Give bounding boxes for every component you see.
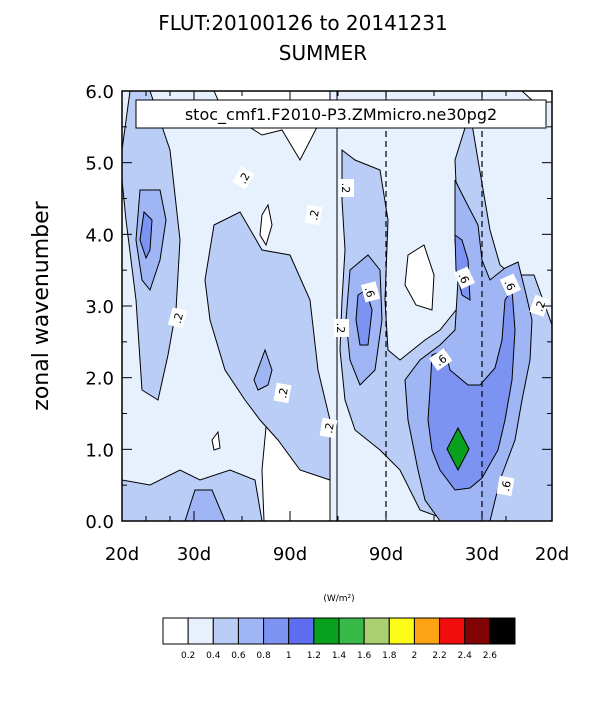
colorbar-swatch: [439, 617, 466, 645]
colorbar-tick-label: 1.4: [332, 651, 347, 661]
colorbar-swatch: [212, 617, 239, 645]
contour-label-6: .2: [319, 417, 338, 439]
colorbar-swatch: [237, 617, 265, 645]
colorbar-tick-label: 2.4: [458, 651, 473, 661]
colorbar-swatch: [363, 617, 390, 645]
contour-label-text: .2: [171, 311, 186, 325]
colorbar-unit-label: (W/m²): [323, 594, 354, 604]
y-tick-label: 6.0: [85, 82, 114, 103]
colorbar-tick-label: 1.2: [307, 651, 321, 661]
colorbar-tick-label: 2.2: [432, 651, 446, 661]
contour-label-4: .2: [273, 382, 292, 404]
chart-title: FLUT:20100126 to 20141231: [158, 11, 447, 35]
colorbar-tick-label: 0.4: [206, 651, 221, 661]
plot-area: .2 .2 .2 .2 .2 .2 .2 .6 .6 .6 .6 .6 .2: [121, 90, 553, 522]
contour-region-19: [427, 288, 516, 491]
colorbar-tick-label: 1.8: [382, 651, 397, 661]
colorbar-tick-label: 2.6: [483, 651, 498, 661]
y-tick-label: 4.0: [85, 225, 114, 246]
x-tick-label: 30d: [465, 544, 499, 565]
colorbar-swatch: [489, 617, 516, 645]
colorbar-swatch: [288, 617, 315, 645]
contour-label-text: .6: [455, 271, 471, 286]
x-tick-label: 90d: [369, 544, 403, 565]
colorbar-swatch: [413, 617, 441, 645]
colorbar-tick-label: 0.6: [231, 651, 246, 661]
y-tick-label: 3.0: [85, 297, 114, 318]
colorbar-tick-label: 1.6: [357, 651, 372, 661]
contour-label-text: .2: [334, 323, 347, 334]
colorbar-tick-label: 0.2: [181, 651, 195, 661]
contour-labels: .2 .2 .2 .2 .2 .2 .2 .6 .6 .6 .6 .6 .2: [167, 166, 550, 497]
colorbar-swatch: [388, 617, 415, 645]
y-tick-labels: 0.0 1.0 2.0 3.0 4.0 5.0 6.0: [85, 82, 114, 533]
y-tick-label: 5.0: [85, 154, 114, 175]
contour-region-8: [204, 211, 331, 481]
contour-region-5: [521, 91, 552, 103]
contour-region-12: [253, 348, 273, 391]
contour-label-13: .2: [529, 294, 550, 317]
x-tick-label: 30d: [177, 544, 211, 565]
contour-region-9: [122, 469, 263, 521]
contour-region-6: [211, 430, 221, 451]
contour-label-9: .6: [360, 281, 381, 303]
colorbar-swatch: [162, 617, 189, 645]
contour-label-text: .6: [499, 480, 514, 493]
contour-label-12: .6: [496, 475, 515, 497]
contour-label-11: .6: [499, 273, 522, 297]
contour-label-5: .2: [334, 319, 349, 337]
colorbar-swatch: [464, 617, 491, 645]
contour-label-3: .2: [339, 179, 354, 197]
x-tick-labels: 20d 30d 90d 90d 30d 20d: [105, 544, 569, 565]
contour-label-10: .6: [429, 348, 453, 371]
colorbar-swatch: [338, 617, 365, 645]
contour-region-16: [139, 210, 153, 260]
colorbar-swatch: [263, 617, 290, 645]
reference-lines: [336, 91, 483, 521]
y-tick-label: 1.0: [85, 440, 114, 461]
contour-label-1: .2: [232, 166, 255, 190]
colorbar-tick-label: 0.8: [256, 651, 271, 661]
contour-label-text: .2: [339, 183, 352, 194]
contour-label-text: .2: [307, 209, 322, 222]
contour-label-text: .2: [322, 422, 337, 435]
x-tick-label: 20d: [535, 544, 569, 565]
x-tick-label: 20d: [105, 544, 139, 565]
contour-region-2: [259, 203, 273, 247]
colorbar-tick-label: 2: [412, 651, 418, 661]
colorbar-swatch: [313, 617, 340, 645]
colorbar-swatch: [187, 617, 214, 645]
chart-subtitle: SUMMER: [279, 41, 367, 65]
contour-region-13: [184, 489, 226, 521]
contour-label-text: .6: [362, 285, 377, 299]
annotation-text: stoc_cmf1.F2010-P3.ZMmicro.ne30pg2: [185, 105, 497, 125]
contour-label-text: .2: [533, 299, 549, 313]
contour-label-text: .6: [501, 278, 517, 293]
contour-label-text: .2: [276, 387, 291, 400]
x-tick-label: 90d: [273, 544, 307, 565]
contour-label-2: .2: [304, 204, 323, 226]
y-tick-label: 2.0: [85, 369, 114, 390]
contour-label-7: .2: [167, 307, 188, 329]
y-axis-label: zonal wavenumber: [29, 200, 54, 410]
contour-region-20: [446, 426, 470, 472]
colorbar: 0.2 0.4 0.6 0.8 1 1.2 1.4 1.6 1.8 2 2.2 2.4 2.6: [162, 617, 516, 661]
annotation-box: stoc_cmf1.F2010-P3.ZMmicro.ne30pg2: [135, 99, 547, 129]
contour-region-4: [404, 244, 435, 311]
colorbar-tick-label: 1: [286, 651, 292, 661]
contour-label-8: .6: [453, 266, 476, 290]
y-tick-label: 0.0: [85, 512, 114, 533]
